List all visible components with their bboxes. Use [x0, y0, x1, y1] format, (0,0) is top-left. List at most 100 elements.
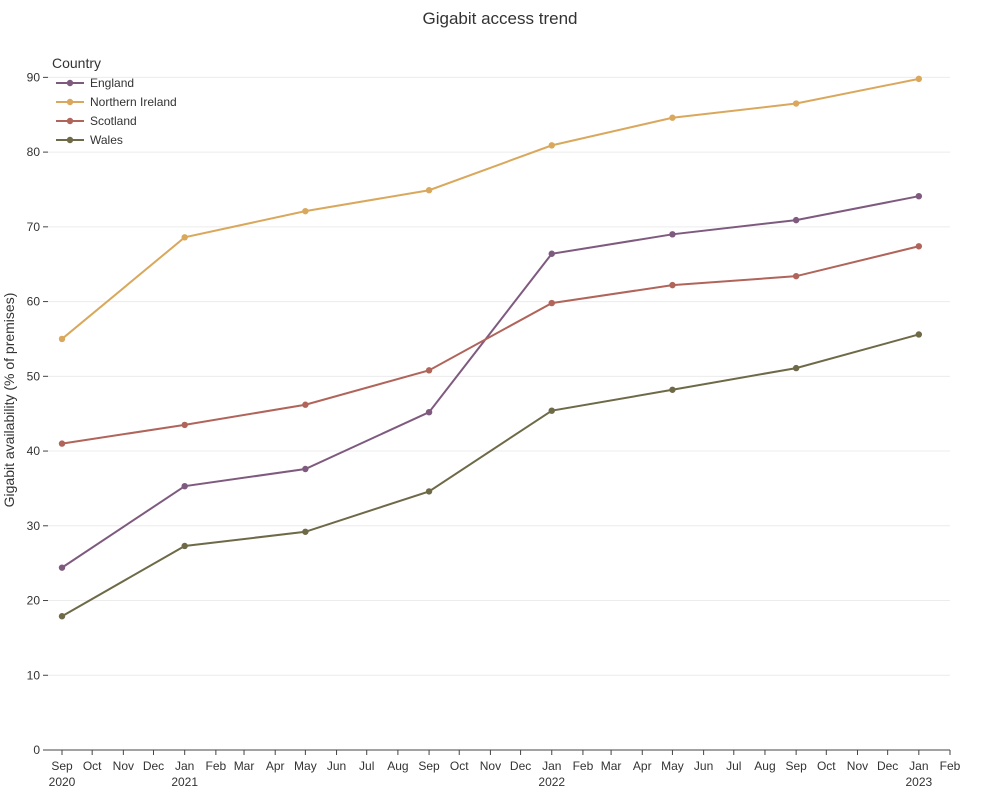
legend-label: England [90, 76, 134, 90]
legend-swatch-marker [66, 79, 74, 87]
data-point [548, 250, 555, 257]
series-line [61, 245, 920, 445]
legend-swatch-marker [66, 117, 74, 125]
x-tick-label: Nov [847, 759, 868, 773]
legend-swatch-marker [66, 136, 74, 144]
legend-item: Wales [56, 133, 123, 147]
x-tick-label: Feb [573, 759, 594, 773]
x-tick-label: May [661, 759, 684, 773]
x-tick-label: Apr [266, 759, 285, 773]
data-point [181, 542, 188, 550]
legend-title: Country [52, 55, 101, 71]
y-tick-label: 20 [27, 594, 41, 608]
x-tick-year-label: 2021 [171, 775, 198, 789]
x-tick-year-label: 2023 [905, 775, 932, 789]
x-tick-label: Jul [359, 759, 374, 773]
x-tick-label: Jan [542, 759, 561, 773]
data-point [181, 234, 188, 241]
x-tick-label: Feb [206, 759, 227, 773]
data-point [669, 231, 676, 238]
x-tick-year-label: 2020 [49, 775, 76, 789]
x-tick-label: Nov [113, 759, 134, 773]
series-scotland [58, 243, 923, 447]
gridlines [48, 76, 950, 676]
x-tick-label: Apr [633, 759, 652, 773]
legend-label: Scotland [90, 114, 137, 128]
x-tick-label: Aug [754, 759, 775, 773]
data-point [58, 335, 66, 343]
x-tick-label: Jul [726, 759, 741, 773]
y-tick-label: 80 [27, 145, 41, 159]
series-northern-ireland [58, 75, 923, 343]
x-tick-label: Oct [817, 759, 836, 773]
y-tick-label: 60 [27, 295, 41, 309]
x-tick-label: Sep [418, 759, 440, 773]
legend-item: Scotland [56, 114, 137, 128]
data-point [425, 488, 433, 495]
series-england [58, 193, 923, 571]
data-point [58, 440, 66, 447]
x-tick-label: Mar [601, 759, 622, 773]
x-tick-label: Jan [909, 759, 928, 773]
x-tick-label: Dec [143, 759, 164, 773]
series-wales [58, 331, 923, 620]
x-tick-label: Sep [51, 759, 73, 773]
x-tick-label: Nov [480, 759, 501, 773]
legend-label: Northern Ireland [90, 95, 177, 109]
data-point [669, 386, 676, 393]
data-point [425, 408, 433, 416]
data-point [302, 528, 309, 535]
x-tick-label: Feb [940, 759, 961, 773]
data-point [915, 331, 923, 338]
data-point [58, 613, 66, 620]
series-lines [58, 75, 923, 620]
y-tick-label: 50 [27, 369, 41, 383]
x-tick-label: May [294, 759, 317, 773]
data-point [548, 299, 555, 307]
data-point [548, 407, 555, 414]
data-point [425, 367, 433, 374]
chart-title: Gigabit access trend [423, 9, 578, 28]
data-point [915, 243, 923, 250]
legend-item: Northern Ireland [56, 95, 177, 109]
series-line [61, 195, 920, 569]
data-point [915, 193, 923, 200]
data-point [425, 187, 433, 194]
legend-label: Wales [90, 133, 123, 147]
data-point [792, 364, 800, 372]
x-tick-label: Dec [877, 759, 898, 773]
y-tick-label: 0 [33, 743, 40, 757]
data-point [302, 401, 309, 408]
x-tick-label: Oct [83, 759, 102, 773]
y-tick-label: 30 [27, 519, 41, 533]
y-tick-label: 10 [27, 668, 41, 682]
y-axis-label: Gigabit availability (% of premises) [1, 293, 17, 508]
y-tick-label: 40 [27, 444, 41, 458]
data-point [792, 100, 800, 107]
data-point [792, 216, 800, 224]
x-tick-label: Mar [234, 759, 255, 773]
x-tick-label: Jun [694, 759, 713, 773]
data-point [669, 114, 676, 121]
data-point [302, 207, 309, 215]
data-point [302, 465, 309, 473]
data-point [181, 421, 188, 429]
x-tick-label: Sep [785, 759, 807, 773]
x-tick-year-label: 2022 [538, 775, 565, 789]
data-point [792, 272, 800, 280]
series-line [61, 333, 920, 618]
x-tick-label: Oct [450, 759, 469, 773]
x-tick-label: Aug [387, 759, 408, 773]
legend-swatch-marker [66, 98, 74, 106]
data-point [915, 75, 923, 83]
x-tick-label: Jan [175, 759, 194, 773]
data-point [181, 482, 188, 490]
data-point [548, 142, 555, 149]
x-tick-label: Dec [510, 759, 531, 773]
y-tick-label: 90 [27, 70, 41, 84]
data-point [58, 564, 66, 571]
data-point [669, 281, 676, 289]
axes: 0 10 20 30 40 50 60 70 80 90 Sep 2020 Oct Nov Dec Jan 20… [27, 70, 961, 789]
series-line [61, 77, 920, 340]
